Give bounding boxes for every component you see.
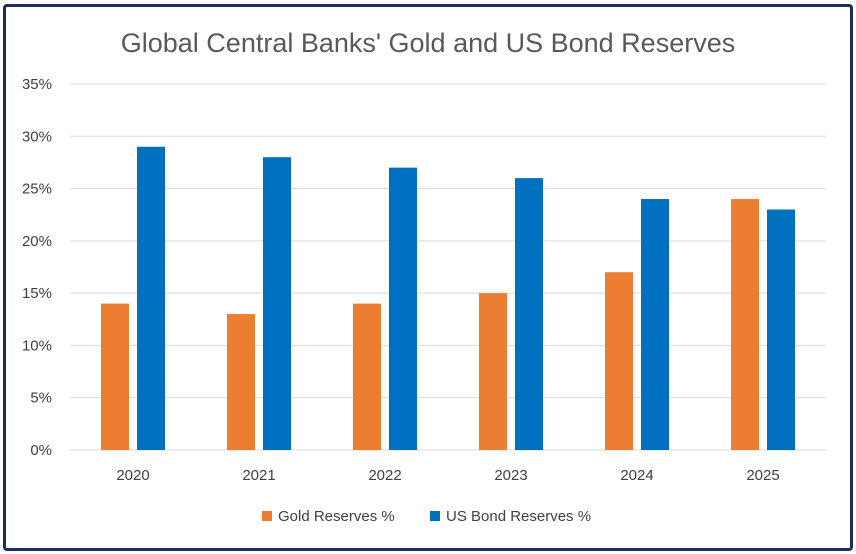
x-tick-label: 2025 xyxy=(746,467,779,484)
y-tick-label: 35% xyxy=(22,76,52,93)
y-tick-label: 0% xyxy=(30,442,52,459)
bar-us-bond-2025 xyxy=(767,209,795,450)
bar-us-bond-2021 xyxy=(263,157,291,450)
bar-gold-2022 xyxy=(353,303,381,450)
y-tick-label: 10% xyxy=(22,337,52,354)
x-tick-label: 2024 xyxy=(620,467,653,484)
x-axis: 2020 2021 2022 2023 2024 2025 xyxy=(116,467,779,484)
bar-us-bond-2022 xyxy=(389,167,417,450)
bar-us-bond-2020 xyxy=(137,146,165,450)
legend-label: Gold Reserves % xyxy=(278,508,395,525)
bar-gold-2025 xyxy=(731,199,759,450)
bar-gold-2023 xyxy=(479,293,507,450)
y-tick-label: 20% xyxy=(22,233,52,250)
bar-us-bond-2024 xyxy=(641,199,669,450)
bar-us-bond-2023 xyxy=(515,178,543,450)
legend-swatch xyxy=(262,511,272,521)
x-tick-label: 2022 xyxy=(368,467,401,484)
gridlines xyxy=(70,83,826,451)
y-tick-label: 25% xyxy=(22,181,52,198)
y-tick-label: 5% xyxy=(30,390,52,407)
bar-gold-2024 xyxy=(605,272,633,450)
legend-swatch xyxy=(430,511,440,521)
legend: Gold Reserves % US Bond Reserves % xyxy=(262,508,591,525)
bars xyxy=(101,146,795,450)
y-axis: 0% 5% 10% 15% 20% 25% 30% 35% xyxy=(22,76,52,459)
x-tick-label: 2023 xyxy=(494,467,527,484)
legend-label: US Bond Reserves % xyxy=(446,508,591,525)
y-tick-label: 15% xyxy=(22,285,52,302)
x-tick-label: 2021 xyxy=(242,467,275,484)
bar-gold-2021 xyxy=(227,314,255,450)
y-tick-label: 30% xyxy=(22,128,52,145)
chart-title: Global Central Banks' Gold and US Bond R… xyxy=(121,28,735,58)
x-tick-label: 2020 xyxy=(116,467,149,484)
bar-gold-2020 xyxy=(101,303,129,450)
